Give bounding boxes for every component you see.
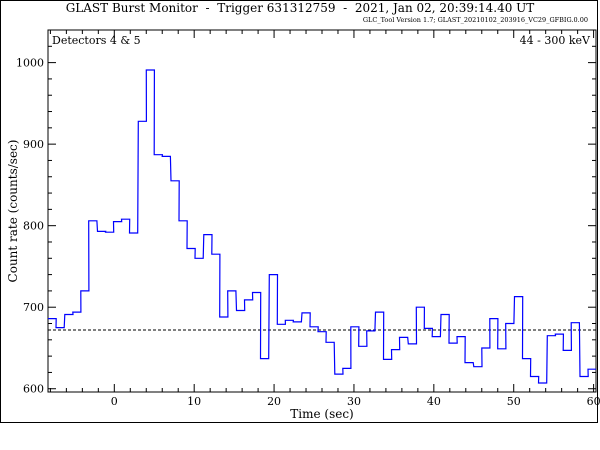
x-tick-label: 0 — [111, 395, 118, 408]
energy-range-annotation: 44 - 300 keV — [520, 34, 591, 47]
x-tick-label: 60 — [587, 395, 600, 408]
x-tick-label: 10 — [187, 395, 201, 408]
axis-ticks — [48, 29, 596, 392]
y-axis-label: Count rate (counts/sec) — [6, 140, 20, 283]
lightcurve-series — [48, 69, 596, 384]
y-tick-label: 800 — [23, 220, 44, 233]
x-tick-label: 30 — [347, 395, 361, 408]
y-tick-label: 900 — [23, 138, 44, 151]
x-axis-label: Time (sec) — [290, 407, 353, 421]
x-tick-label: 20 — [267, 395, 281, 408]
plot-area — [47, 29, 597, 393]
figure-frame — [0, 0, 598, 423]
detectors-annotation: Detectors 4 & 5 — [52, 34, 141, 47]
x-tick-label: 50 — [507, 395, 521, 408]
y-tick-label: 1000 — [16, 57, 44, 70]
y-tick-label: 600 — [23, 383, 44, 396]
y-tick-label: 700 — [23, 301, 44, 314]
chart-title: GLAST Burst Monitor - Trigger 631312759 … — [65, 1, 535, 15]
chart-subtitle: GLC_Tool Version 1.7; GLAST_20210102_203… — [362, 16, 588, 24]
x-tick-label: 40 — [427, 395, 441, 408]
tick-labels: 0 10 20 30 40 50 60 600 700 800 900 1000 — [16, 57, 600, 408]
